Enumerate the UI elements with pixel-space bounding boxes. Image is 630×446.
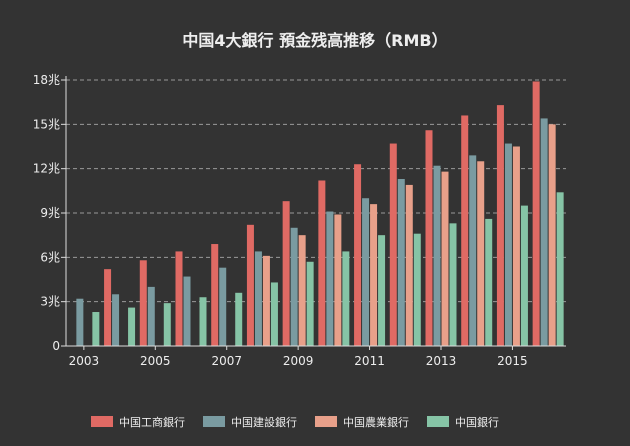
bar [370,204,378,346]
bar [461,115,469,346]
x-tick-label: 2003 [69,354,100,368]
bar [362,198,370,346]
bar [290,227,298,346]
bars [76,81,564,346]
bar [211,244,219,346]
bar [112,294,120,346]
bar [425,130,433,346]
bar [92,312,100,346]
legend: 中国工商銀行 中国建設銀行 中国農業銀行 中国銀行 [91,415,499,429]
bar [246,224,254,346]
bar [449,223,457,346]
legend-swatch [427,416,449,427]
bar [219,267,227,346]
x-tick-label: 2015 [497,354,528,368]
bar [504,143,512,346]
legend-label: 中国建設銀行 [231,415,297,429]
bar [469,155,477,346]
bar [76,298,84,346]
bar [163,303,171,346]
bar [254,251,262,346]
bar [413,233,421,346]
legend-swatch [203,416,225,427]
legend-swatch [315,416,337,427]
bar [235,292,243,346]
bar [326,211,334,346]
bar [199,297,207,346]
x-tick-label: 2011 [354,354,385,368]
y-tick-label: 0 [52,339,60,353]
y-tick-label: 6兆 [40,250,60,264]
bar [354,164,362,346]
y-tick-label: 12兆 [33,162,60,176]
y-tick-label: 18兆 [33,73,60,87]
x-tick-label: 2007 [211,354,242,368]
bar [433,165,441,346]
x-tick-label: 2005 [140,354,171,368]
bar [139,260,147,346]
x-tick-label: 2013 [426,354,457,368]
bar [334,214,342,346]
bar [441,171,449,346]
bar [548,124,556,346]
bar [270,282,278,346]
y-tick-label: 15兆 [33,117,60,131]
chart-title: 中国4大銀行 預金残高推移（RMB） [182,31,447,50]
bar [104,269,112,346]
bar [532,81,540,346]
bar [128,307,136,346]
bar [318,180,326,346]
legend-label: 中国農業銀行 [343,415,409,429]
legend-swatch [91,416,113,427]
bar [183,276,191,346]
axes: 0 3兆 6兆 9兆 12兆 15兆 18兆 2003 2005 2007 2009 2011 2013… [33,73,566,368]
bar [485,218,493,346]
y-tick-label: 9兆 [40,206,60,220]
x-tick-label: 2009 [283,354,314,368]
bar [378,235,386,346]
bar [342,251,350,346]
bar [477,161,485,346]
bar [175,251,183,346]
bar [389,143,397,346]
bar [147,286,155,346]
legend-label: 中国工商銀行 [119,415,185,429]
bar [397,179,405,346]
bar [520,205,528,346]
y-tick-label: 3兆 [40,295,60,309]
bar [512,146,520,346]
bar [282,201,290,346]
bar [405,184,413,346]
bar [306,261,314,346]
bar [298,235,306,346]
bar [556,192,564,346]
bar [540,118,548,346]
bar [262,255,270,346]
bar [496,105,504,346]
legend-label: 中国銀行 [455,415,499,429]
